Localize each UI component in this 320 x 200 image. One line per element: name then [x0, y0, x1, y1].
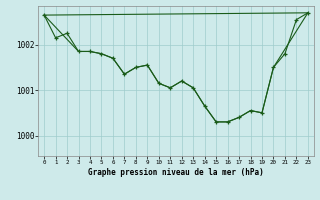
X-axis label: Graphe pression niveau de la mer (hPa): Graphe pression niveau de la mer (hPa) [88, 168, 264, 177]
